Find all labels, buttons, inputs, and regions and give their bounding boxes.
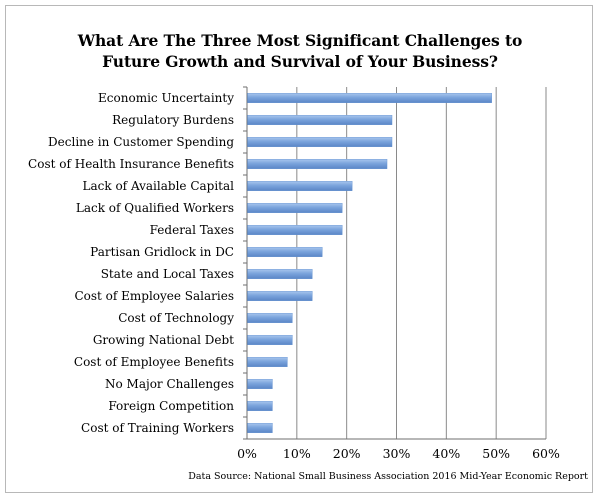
bar [247, 225, 343, 235]
x-tick-label: 40% [432, 446, 460, 461]
category-label: Decline in Customer Spending [48, 135, 234, 149]
category-label: Federal Taxes [150, 223, 234, 237]
x-tick-label: 50% [482, 446, 510, 461]
bar [247, 137, 393, 147]
category-label: Foreign Competition [108, 399, 234, 413]
category-label: Partisan Gridlock in DC [90, 245, 234, 259]
category-label: Lack of Qualified Workers [76, 201, 234, 215]
x-axis-ticks: 0% 10% 20% 30% 40% 50% 60% [237, 446, 560, 461]
category-label: Cost of Employee Salaries [74, 289, 234, 303]
x-tick-label: 20% [333, 446, 361, 461]
bar [247, 423, 273, 433]
category-label: State and Local Taxes [101, 267, 234, 281]
x-tick-label: 30% [383, 446, 411, 461]
bar [247, 291, 313, 301]
category-label: Economic Uncertainty [98, 91, 234, 105]
bar [247, 93, 492, 103]
category-labels: Economic Uncertainty Regulatory Burdens De… [28, 91, 234, 435]
x-tick-label: 60% [532, 446, 560, 461]
chart-title: What Are The Three Most Significant Chal… [0, 30, 600, 72]
chart-title-line-1: What Are The Three Most Significant Chal… [77, 31, 523, 50]
category-label: Cost of Employee Benefits [74, 355, 234, 369]
chart-title-line-2: Future Growth and Survival of Your Busin… [102, 52, 498, 71]
bar [247, 401, 273, 411]
category-label: Growing National Debt [93, 333, 234, 347]
category-label: Regulatory Burdens [112, 113, 234, 127]
bar [247, 115, 393, 125]
bars [247, 93, 492, 433]
category-label: Cost of Training Workers [81, 421, 234, 435]
category-label: Lack of Available Capital [83, 179, 235, 193]
source-note: Data Source: National Small Business Ass… [188, 471, 588, 482]
bar [247, 379, 273, 389]
category-label: No Major Challenges [105, 377, 234, 391]
x-tick-label: 0% [237, 446, 257, 461]
bar [247, 159, 388, 169]
bar [247, 269, 313, 279]
bar [247, 357, 288, 367]
bar [247, 313, 293, 323]
bar [247, 203, 343, 213]
category-label: Cost of Health Insurance Benefits [28, 157, 234, 171]
bar [247, 247, 323, 257]
x-tick-label: 10% [283, 446, 311, 461]
category-label: Cost of Technology [118, 311, 234, 325]
bar [247, 335, 293, 345]
bar [247, 181, 353, 191]
